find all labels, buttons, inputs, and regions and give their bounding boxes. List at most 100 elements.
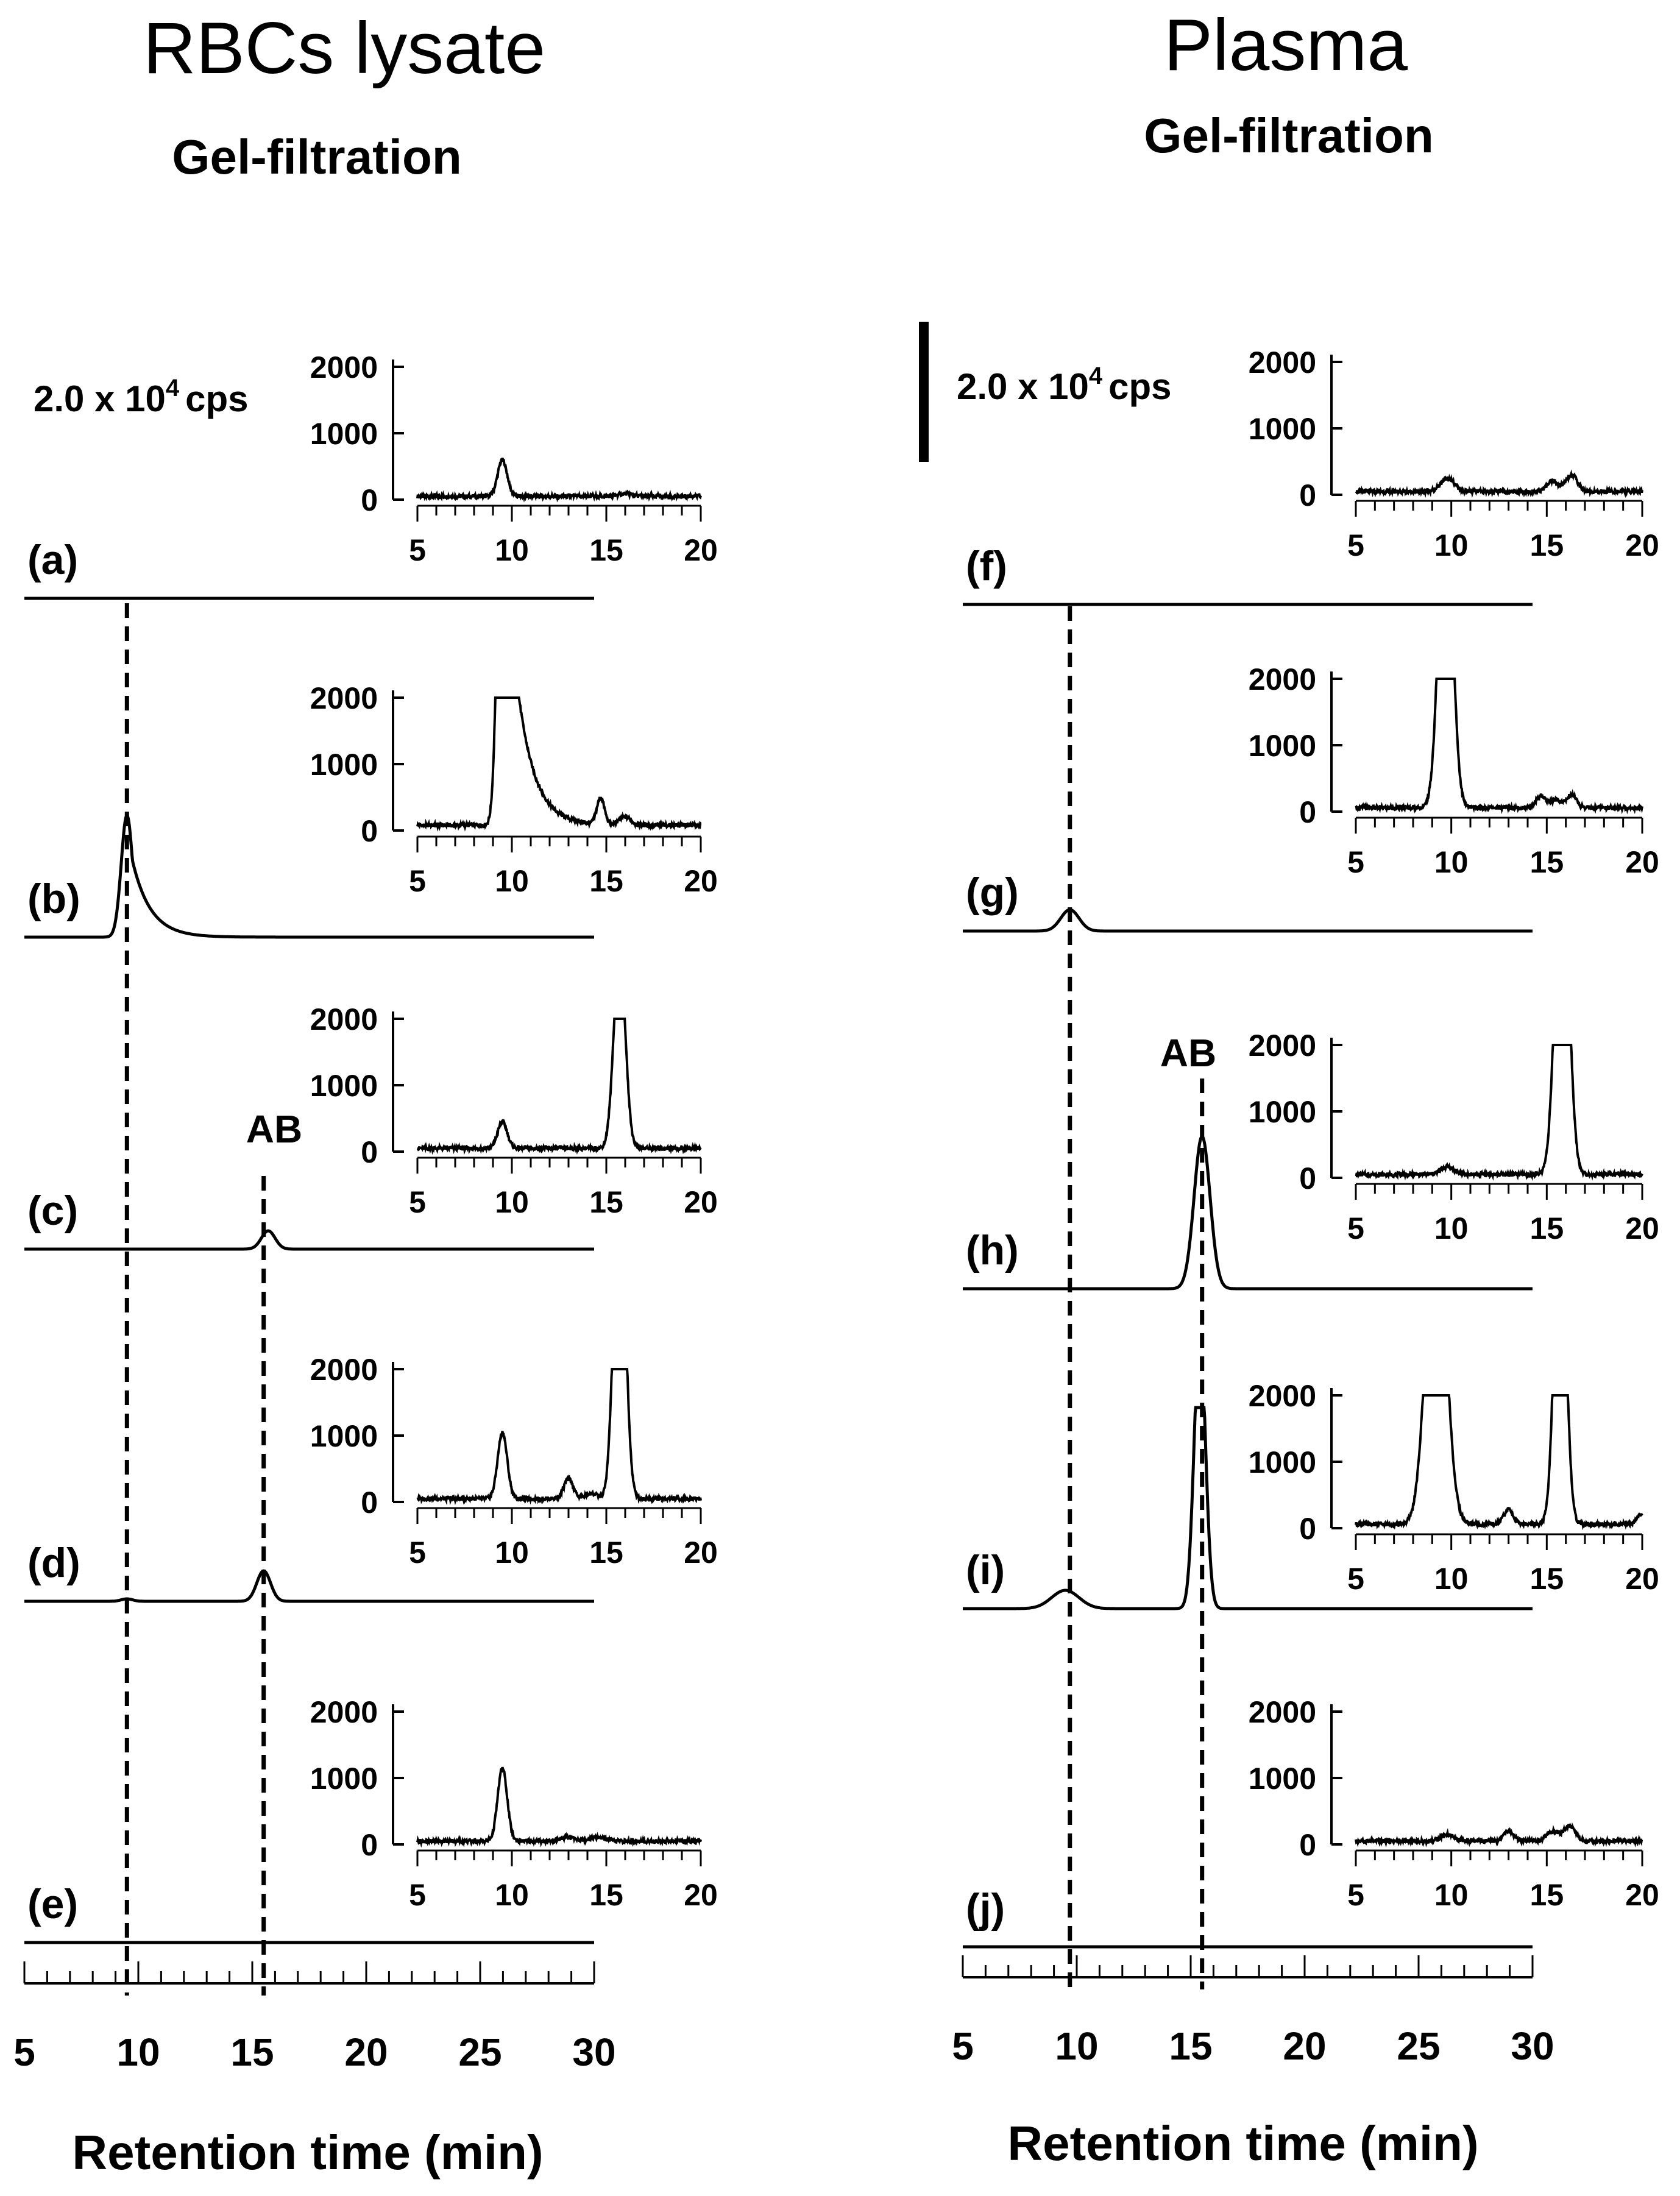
trace-label-b: (b) <box>27 876 80 922</box>
inset-x-tick-label-d-3: 20 <box>684 1535 718 1570</box>
inset-trace-h <box>1355 1044 1643 1181</box>
trace-group-c: (c) 0 1000 2000 5 10 15 20 <box>24 1002 718 1251</box>
inset-y-tick-label-a-2: 2000 <box>310 350 378 384</box>
inset-x-tick-label-a-0: 5 <box>409 533 426 567</box>
main-x-axis-left: 5 10 15 20 25 30 <box>13 1961 616 2074</box>
main-x-tick-label-right-2: 15 <box>1169 2024 1212 2068</box>
right-scale-label: 2.0 x 104 cps <box>957 363 1172 407</box>
left-peak-label-ab: AB <box>246 1107 302 1151</box>
inset-y-tick-label-h-2: 2000 <box>1249 1029 1316 1063</box>
left-x-axis-label: Retention time (min) <box>72 2125 543 2180</box>
inset-x-tick-label-f-2: 15 <box>1530 528 1564 562</box>
inset-y-tick-label-c-1: 1000 <box>310 1069 378 1103</box>
trace-label-i: (i) <box>966 1547 1005 1593</box>
inset-y-tick-label-j-2: 2000 <box>1249 1695 1316 1729</box>
inset-y-tick-label-g-2: 2000 <box>1249 662 1316 696</box>
inset-f: 0 1000 2000 5 10 15 20 <box>1249 345 1659 562</box>
inset-x-tick-label-g-3: 20 <box>1625 845 1659 879</box>
inset-x-tick-label-i-1: 10 <box>1434 1562 1469 1596</box>
inset-y-tick-label-e-2: 2000 <box>310 1695 378 1729</box>
main-x-tick-label-right-0: 5 <box>952 2024 974 2068</box>
inset-y-tick-label-f-1: 1000 <box>1249 412 1316 446</box>
left-scale-base: 2.0 x 10 <box>34 378 166 419</box>
main-trace-d <box>24 1569 594 1603</box>
inset-y-tick-label-a-1: 1000 <box>310 417 378 451</box>
right-scale-base: 2.0 x 10 <box>957 366 1089 407</box>
inset-y-tick-label-i-1: 1000 <box>1249 1445 1316 1479</box>
main-trace-i <box>963 1406 1533 1610</box>
inset-g: 0 1000 2000 5 10 15 20 <box>1249 662 1659 879</box>
main-x-tick-label-right-3: 20 <box>1283 2024 1326 2068</box>
trace-group-a: (a) 0 1000 2000 5 10 15 20 <box>24 350 718 600</box>
inset-x-tick-label-i-2: 15 <box>1530 1562 1564 1596</box>
inset-x-tick-label-f-0: 5 <box>1347 528 1364 562</box>
inset-x-tick-label-b-1: 10 <box>495 864 529 898</box>
main-x-tick-label-right-5: 30 <box>1511 2024 1554 2068</box>
inset-x-tick-label-g-2: 15 <box>1530 845 1564 879</box>
trace-label-g: (g) <box>966 870 1019 916</box>
inset-x-tick-label-j-3: 20 <box>1625 1878 1659 1912</box>
inset-y-tick-label-c-0: 0 <box>361 1135 378 1169</box>
inset-y-tick-label-e-0: 0 <box>361 1828 378 1862</box>
inset-x-tick-label-g-0: 5 <box>1347 845 1364 879</box>
inset-y-tick-label-d-1: 1000 <box>310 1419 378 1453</box>
trace-label-c: (c) <box>27 1188 78 1234</box>
inset-x-tick-label-b-3: 20 <box>684 864 718 898</box>
inset-d: 0 1000 2000 5 10 15 20 <box>310 1353 718 1570</box>
inset-x-tick-label-b-0: 5 <box>409 864 426 898</box>
inset-trace-i <box>1355 1394 1643 1531</box>
trace-group-e: (e) 0 1000 2000 5 10 15 20 <box>24 1695 718 1944</box>
inset-x-tick-label-h-0: 5 <box>1347 1211 1364 1245</box>
main-x-tick-label-left-4: 25 <box>458 2030 502 2074</box>
inset-y-tick-label-i-2: 2000 <box>1249 1379 1316 1413</box>
inset-x-tick-label-i-3: 20 <box>1625 1562 1659 1596</box>
inset-x-tick-label-j-2: 15 <box>1530 1878 1564 1912</box>
trace-label-e: (e) <box>27 1881 78 1927</box>
inset-y-tick-label-h-1: 1000 <box>1249 1095 1316 1129</box>
inset-y-tick-label-f-0: 0 <box>1299 478 1316 512</box>
inset-trace-e <box>416 1766 702 1848</box>
inset-trace-b <box>416 696 702 832</box>
inset-x-tick-label-h-2: 15 <box>1530 1211 1564 1245</box>
inset-x-tick-label-c-2: 15 <box>589 1185 623 1219</box>
inset-x-tick-label-d-1: 10 <box>495 1535 529 1570</box>
main-trace-h <box>963 1134 1533 1291</box>
inset-trace-c <box>416 1018 702 1155</box>
inset-x-tick-label-j-0: 5 <box>1347 1878 1364 1912</box>
inset-trace-j <box>1355 1822 1643 1848</box>
trace-group-j: (j) 0 1000 2000 5 10 15 20 <box>963 1695 1659 1949</box>
inset-x-tick-label-f-3: 20 <box>1625 528 1659 562</box>
inset-x-tick-label-b-2: 15 <box>589 864 623 898</box>
right-panel-subtitle: Gel-filtration <box>1144 108 1434 163</box>
inset-h: 0 1000 2000 5 10 15 20 <box>1249 1029 1659 1245</box>
inset-x-tick-label-e-1: 10 <box>495 1878 529 1912</box>
inset-trace-g <box>1355 678 1643 815</box>
inset-y-tick-label-e-1: 1000 <box>310 1762 378 1796</box>
main-axes-layer: 5 10 15 20 25 30 5 10 15 20 25 30 <box>13 1955 1554 2074</box>
left-scale-unit: cps <box>185 378 248 419</box>
left-scale-label: 2.0 x 104 cps <box>34 375 249 419</box>
inset-y-tick-label-d-2: 2000 <box>310 1353 378 1387</box>
inset-x-tick-label-a-3: 20 <box>684 533 718 567</box>
inset-x-tick-label-e-0: 5 <box>409 1878 426 1912</box>
right-scale-bar <box>919 322 929 462</box>
inset-x-tick-label-e-3: 20 <box>684 1878 718 1912</box>
trace-label-a: (a) <box>27 537 78 583</box>
left-panel-title: RBCs lysate <box>143 7 545 89</box>
inset-y-tick-label-j-1: 1000 <box>1249 1762 1316 1796</box>
main-x-tick-label-left-3: 20 <box>344 2030 388 2074</box>
inset-x-tick-label-j-1: 10 <box>1434 1878 1469 1912</box>
main-trace-b <box>24 813 594 939</box>
trace-group-g: (g) 0 1000 2000 5 10 15 20 <box>963 662 1659 933</box>
left-panel-subtitle: Gel-filtration <box>172 130 462 184</box>
trace-label-f: (f) <box>966 543 1007 589</box>
inset-e: 0 1000 2000 5 10 15 20 <box>310 1695 718 1912</box>
inset-y-tick-label-d-0: 0 <box>361 1486 378 1520</box>
trace-label-d: (d) <box>27 1540 80 1586</box>
main-x-tick-label-right-4: 25 <box>1397 2024 1440 2068</box>
main-x-tick-label-left-2: 15 <box>230 2030 274 2074</box>
inset-trace-d <box>416 1368 702 1506</box>
inset-trace-a <box>416 458 702 503</box>
